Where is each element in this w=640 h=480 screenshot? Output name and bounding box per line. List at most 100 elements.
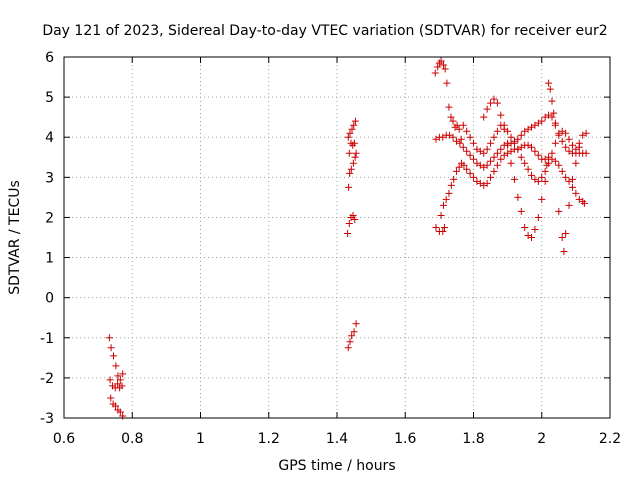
data-point xyxy=(346,338,354,346)
data-point xyxy=(560,248,568,256)
data-point xyxy=(457,135,465,143)
data-point xyxy=(572,159,580,167)
data-point xyxy=(543,161,551,169)
data-point xyxy=(349,159,357,167)
data-point xyxy=(346,129,354,137)
data-point xyxy=(345,183,353,191)
data-point xyxy=(551,157,559,165)
data-point xyxy=(449,117,457,125)
data-point xyxy=(432,223,440,231)
chart-title: Day 121 of 2023, Sidereal Day-to-day VTE… xyxy=(42,23,607,39)
data-point xyxy=(545,79,553,87)
data-point xyxy=(551,139,559,147)
x-tick-label: 0.6 xyxy=(53,431,75,447)
data-point xyxy=(107,344,115,352)
data-point xyxy=(116,408,124,416)
y-tick-label: 4 xyxy=(45,130,54,146)
data-point xyxy=(345,219,353,227)
data-point xyxy=(466,133,474,141)
data-point xyxy=(348,332,356,340)
data-point xyxy=(463,165,471,173)
data-point xyxy=(487,139,495,147)
data-point xyxy=(453,121,461,129)
data-point xyxy=(112,402,120,410)
data-point xyxy=(490,153,498,161)
data-point xyxy=(445,103,453,111)
plot-frame xyxy=(63,56,611,419)
data-point xyxy=(568,141,576,149)
data-point xyxy=(437,57,445,65)
data-point xyxy=(555,161,563,169)
y-tick-label: 3 xyxy=(45,170,54,186)
y-tick-label: 2 xyxy=(45,210,54,226)
data-point xyxy=(350,328,358,336)
data-point xyxy=(555,207,563,215)
data-point xyxy=(497,155,505,163)
data-point xyxy=(514,135,522,143)
data-point xyxy=(517,207,525,215)
data-point xyxy=(551,121,559,129)
data-point xyxy=(507,133,515,141)
data-point xyxy=(497,111,505,119)
data-point xyxy=(460,161,468,169)
data-point xyxy=(109,352,117,360)
data-point xyxy=(514,145,522,153)
data-point xyxy=(106,376,114,384)
data-point xyxy=(497,145,505,153)
data-point xyxy=(114,380,122,388)
data-point xyxy=(455,163,463,171)
data-point xyxy=(344,229,352,237)
data-point xyxy=(105,334,113,342)
data-point xyxy=(352,320,360,328)
x-tick-label: 1.8 xyxy=(462,431,484,447)
x-tick-label: 0.8 xyxy=(121,431,143,447)
data-point xyxy=(350,139,358,147)
data-point xyxy=(455,125,463,133)
data-point xyxy=(456,139,464,147)
data-point xyxy=(568,183,576,191)
x-tick-label: 1.6 xyxy=(394,431,416,447)
data-point xyxy=(352,149,360,157)
data-point xyxy=(344,133,352,141)
data-point xyxy=(348,125,356,133)
x-axis-label: GPS time / hours xyxy=(278,458,395,474)
data-point xyxy=(524,165,532,173)
grid xyxy=(64,57,610,418)
data-point xyxy=(351,117,359,125)
x-tick-label: 1.4 xyxy=(326,431,348,447)
data-point xyxy=(517,153,525,161)
data-point xyxy=(538,195,546,203)
x-tick-label: 2.2 xyxy=(599,431,621,447)
data-point xyxy=(504,141,512,149)
data-point xyxy=(116,376,124,384)
x-tick-labels: 0.6 0.8 1 1.2 1.4 1.6 1.8 2 2.2 xyxy=(53,431,621,447)
data-point xyxy=(439,201,447,209)
data-point xyxy=(514,193,522,201)
data-point xyxy=(470,139,477,147)
data-point xyxy=(445,189,453,197)
data-point xyxy=(347,165,355,173)
data-point xyxy=(346,169,354,177)
data-point xyxy=(351,215,359,223)
data-point xyxy=(490,133,498,141)
data-point xyxy=(568,175,576,183)
data-point xyxy=(443,79,451,87)
data-point xyxy=(447,181,455,189)
data-point xyxy=(558,167,566,175)
data-point xyxy=(345,149,353,157)
data-point xyxy=(470,155,477,163)
data-point xyxy=(119,370,127,378)
data-point xyxy=(450,175,458,183)
data-point xyxy=(528,143,536,151)
data-point xyxy=(493,127,501,135)
data-point xyxy=(350,121,358,129)
data-point xyxy=(558,137,566,145)
data-point xyxy=(440,223,448,231)
data-point xyxy=(470,173,477,181)
data-point xyxy=(452,167,460,175)
data-point xyxy=(565,201,573,209)
data-point xyxy=(493,161,501,169)
data-point xyxy=(534,213,542,221)
